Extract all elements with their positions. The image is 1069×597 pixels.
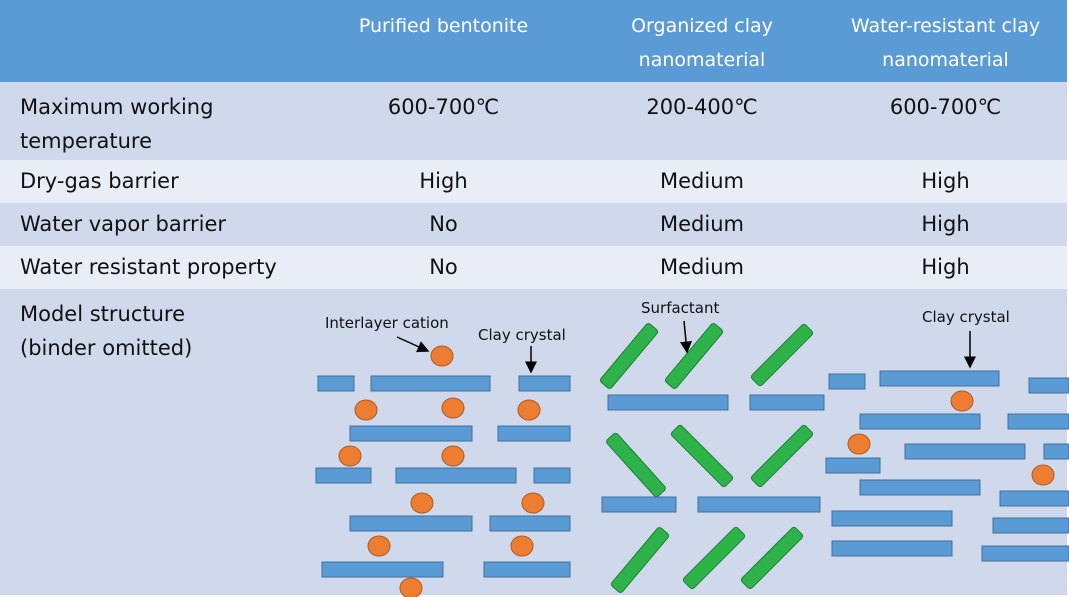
purified-bentonite-diagram: Interlayer cation Clay crystal (316, 314, 570, 597)
model-diagrams: Interlayer cation Clay crystal (0, 0, 1069, 597)
slide: Purified bentonite Organized clay nanoma… (0, 0, 1069, 597)
organized-clay-diagram: Surfactant (599, 299, 824, 594)
diagram-label: Clay crystal (478, 326, 566, 344)
water-resistant-clay-diagram: Clay crystal (826, 308, 1069, 561)
diagram-label: Clay crystal (922, 308, 1010, 326)
diagram-label: Surfactant (641, 299, 719, 317)
diagram-label: Interlayer cation (325, 314, 449, 332)
